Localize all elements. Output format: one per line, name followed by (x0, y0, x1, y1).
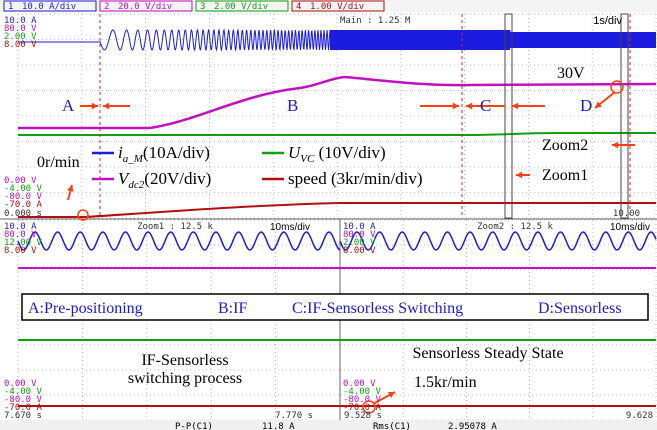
legend-scale: (20V/div) (144, 169, 211, 188)
channel-number: 1 (8, 2, 13, 12)
oscilloscope-screen: 1 10.0 A/div 2 20.0 V/div 3 2.00 V/div 4 1.00 V… (0, 0, 657, 430)
zoom-time-end: 7.770 s (275, 411, 313, 421)
status-bar (0, 420, 657, 430)
region-label: B (287, 96, 298, 115)
channel-number: 2 (104, 2, 109, 12)
legend-scale: (10V/div) (314, 143, 385, 162)
status-label: P-P(C1) (175, 422, 213, 430)
caption: IF-Sensorless (141, 352, 228, 369)
legend-scale: (10A/div) (143, 143, 210, 162)
current-band (510, 32, 656, 48)
scale-label: 8.00 V (4, 246, 37, 256)
zoom-time-div: 10ms/div (270, 222, 310, 233)
channel-scale: 1.00 V/div (310, 2, 364, 12)
annotation: 0r/min (37, 154, 80, 171)
status-value: 11.8 A (262, 422, 295, 430)
region-label: D (580, 96, 592, 115)
stage-label: D:Sensorless (538, 300, 622, 317)
stage-label: A:Pre-positioning (28, 300, 143, 317)
scale-label: 8.00 V (343, 246, 376, 256)
zoom-time-end: 9.628 (626, 411, 653, 421)
channel-number: 3 (200, 2, 205, 12)
stage-label: B:IF (218, 300, 247, 317)
caption: switching process (128, 370, 242, 387)
scale-label: 8.00 V (4, 40, 37, 50)
status-label: Rms(C1) (373, 422, 411, 430)
status-value: 2.95078 A (448, 422, 497, 430)
caption: Sensorless Steady State (412, 345, 563, 362)
zoom-time-div: 10ms/div (610, 222, 650, 233)
channel-scale: 10.0 A/div (22, 2, 76, 12)
region-label: A (62, 96, 75, 115)
zoom-time-start: 9.528 s (344, 411, 382, 421)
time-start: 0.000 s (4, 209, 42, 219)
legend-entry: speed (3kr/min/div) (288, 169, 423, 188)
channel-scale: 2.00 V/div (214, 2, 268, 12)
legend-subscript: VC (300, 153, 315, 165)
time-end: 10.00 (613, 209, 640, 219)
annotation: 30V (557, 65, 585, 82)
annotation: 1.5kr/min (414, 374, 477, 391)
stage-label: C:IF-Sensorless Switching (292, 300, 463, 317)
channel-number: 4 (296, 2, 301, 12)
channel-scale: 20.0 V/div (118, 2, 172, 12)
zoom-title: Zoom1 : 12.5 k (137, 222, 213, 232)
legend-scale: (3kr/min/div) (327, 169, 423, 188)
region-label: C (480, 96, 491, 115)
legend-subscript: a_M (123, 153, 144, 165)
legend-subscript: dc2 (128, 179, 144, 191)
zoom-title: Zoom2 : 12.5 k (477, 222, 553, 232)
current-band (330, 30, 510, 50)
timebase: Main : 1.25 M (340, 16, 411, 26)
time-div: 1s/div (593, 15, 622, 27)
annotation: Zoom1 (542, 167, 588, 184)
zoom-time-start: 7.670 s (4, 411, 42, 421)
annotation: Zoom2 (542, 137, 588, 154)
legend-symbol: speed (288, 169, 327, 188)
